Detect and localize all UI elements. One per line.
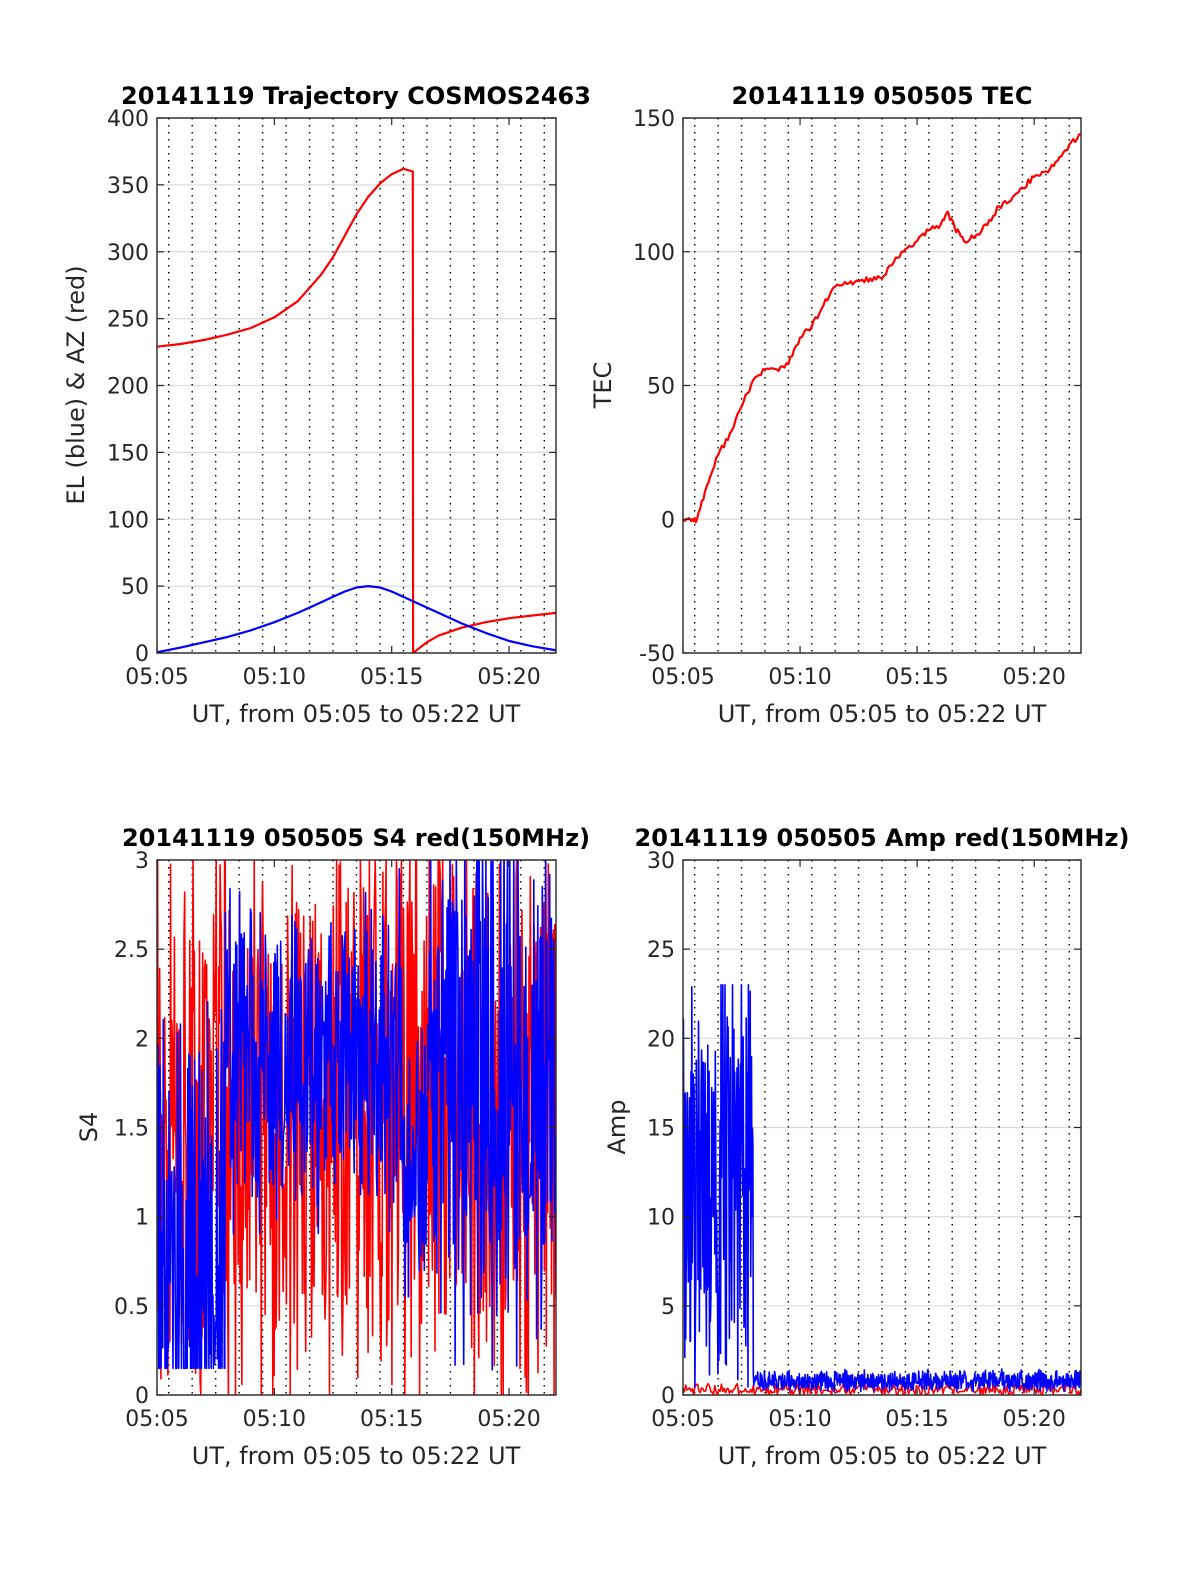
amp-xtick-label-2: 05:15 <box>885 1407 948 1432</box>
s4-ytick-label-5: 2.5 <box>114 938 149 963</box>
s4-ytick-label-2: 1 <box>135 1206 149 1231</box>
tec-xtick-label-2: 05:15 <box>885 665 948 690</box>
s4-xtick-label-1: 05:10 <box>243 1407 306 1432</box>
trajectory-ytick-label-5: 250 <box>107 308 149 333</box>
amp-ytick-label-0: 0 <box>661 1384 675 1409</box>
trajectory-series-blue <box>157 585 556 653</box>
amp-xtick-label-0: 05:05 <box>651 1407 714 1432</box>
amp-ytick-label-3: 15 <box>647 1117 675 1142</box>
amp-ytick-label-5: 25 <box>647 938 675 963</box>
s4-xtick-label-0: 05:05 <box>125 1407 188 1432</box>
trajectory-ytick-label-7: 350 <box>107 174 149 199</box>
amp-ytick-label-1: 5 <box>661 1295 675 1320</box>
tec-xtick-label-3: 05:20 <box>1002 665 1065 690</box>
s4-ytick-label-3: 1.5 <box>114 1117 149 1142</box>
s4-series-blue <box>157 860 556 1371</box>
tec-panel: 20141119 050505 TEC -50 0 50 100 150 05:05 05:… <box>589 82 1082 728</box>
s4-ytick-label-4: 2 <box>135 1027 149 1052</box>
s4-xtick-label-3: 05:20 <box>477 1407 540 1432</box>
trajectory-ytick-label-1: 50 <box>121 575 149 600</box>
trajectory-xtick-label-1: 05:10 <box>243 665 306 690</box>
s4-panel: 20141119 050505 S4 red(150MHz) 0 0.5 1 1.5 2… <box>75 824 590 1470</box>
s4-title: 20141119 050505 S4 red(150MHz) <box>122 824 590 852</box>
amp-ticks: 0 5 10 15 20 25 30 05:05 05:10 05:15 05:20 <box>647 849 1081 1432</box>
s4-ytick-label-1: 0.5 <box>114 1295 149 1320</box>
trajectory-ytick-label-3: 150 <box>107 441 149 466</box>
tec-grid <box>683 117 1081 654</box>
trajectory-ytick-label-4: 200 <box>107 375 149 400</box>
trajectory-series-red <box>157 167 556 653</box>
s4-ticks: 0 0.5 1 1.5 2 2.5 3 05:05 05:10 05:15 05:20 <box>114 849 556 1432</box>
tec-ytick-label-1: 0 <box>661 508 675 533</box>
trajectory-ytick-label-8: 400 <box>107 107 149 132</box>
amp-xlabel: UT, from 05:05 to 05:22 UT <box>718 1442 1047 1470</box>
tec-ytick-label-2: 50 <box>647 375 675 400</box>
trajectory-xlabel: UT, from 05:05 to 05:22 UT <box>192 700 521 728</box>
amp-plot-area <box>683 984 1081 1395</box>
trajectory-xtick-label-3: 05:20 <box>477 665 540 690</box>
amp-xtick-label-1: 05:10 <box>768 1407 831 1432</box>
tec-ticks: -50 0 50 100 150 05:05 05:10 05:15 05:20 <box>633 107 1081 690</box>
tec-xlabel: UT, from 05:05 to 05:22 UT <box>718 700 1047 728</box>
trajectory-ticks: 0 50 100 150 200 250 300 350 400 05:05 05:10 05:15 0… <box>107 107 556 690</box>
tec-ytick-label-3: 100 <box>633 241 675 266</box>
amp-ylabel: Amp <box>603 1099 631 1154</box>
trajectory-title: 20141119 Trajectory COSMOS2463 <box>121 82 591 110</box>
amp-ytick-label-4: 20 <box>647 1027 675 1052</box>
s4-plot-area <box>157 860 556 1395</box>
amp-series-blue <box>683 984 1081 1393</box>
trajectory-grid <box>157 117 556 654</box>
s4-xlabel: UT, from 05:05 to 05:22 UT <box>192 1442 521 1470</box>
trajectory-panel: 20141119 Trajectory COSMOS2463 0 50 100 150… <box>62 82 591 728</box>
tec-ytick-label-4: 150 <box>633 107 675 132</box>
tec-ytick-label-0: -50 <box>639 642 675 667</box>
tec-xtick-label-0: 05:05 <box>651 665 714 690</box>
s4-ylabel: S4 <box>75 1112 103 1143</box>
trajectory-xtick-label-0: 05:05 <box>125 665 188 690</box>
tec-title: 20141119 050505 TEC <box>732 82 1033 110</box>
trajectory-ytick-label-0: 0 <box>135 642 149 667</box>
amp-panel: 20141119 050505 Amp red(150MHz) 0 5 10 15 20… <box>603 824 1129 1470</box>
s4-ytick-label-0: 0 <box>135 1384 149 1409</box>
trajectory-plot-area <box>157 167 556 653</box>
trajectory-ytick-label-2: 100 <box>107 508 149 533</box>
amp-ytick-label-2: 10 <box>647 1206 675 1231</box>
amp-ytick-label-6: 30 <box>647 849 675 874</box>
s4-xtick-label-2: 05:15 <box>360 1407 423 1432</box>
tec-plot-area <box>683 133 1081 524</box>
tec-series-red <box>683 133 1081 524</box>
trajectory-ylabel: EL (blue) & AZ (red) <box>62 265 90 504</box>
tec-xtick-label-1: 05:10 <box>768 665 831 690</box>
amp-title: 20141119 050505 Amp red(150MHz) <box>635 824 1130 852</box>
trajectory-xtick-label-2: 05:15 <box>360 665 423 690</box>
s4-ytick-label-6: 3 <box>135 849 149 874</box>
tec-ylabel: TEC <box>589 362 617 410</box>
trajectory-ytick-label-6: 300 <box>107 241 149 266</box>
amp-xtick-label-3: 05:20 <box>1002 1407 1065 1432</box>
